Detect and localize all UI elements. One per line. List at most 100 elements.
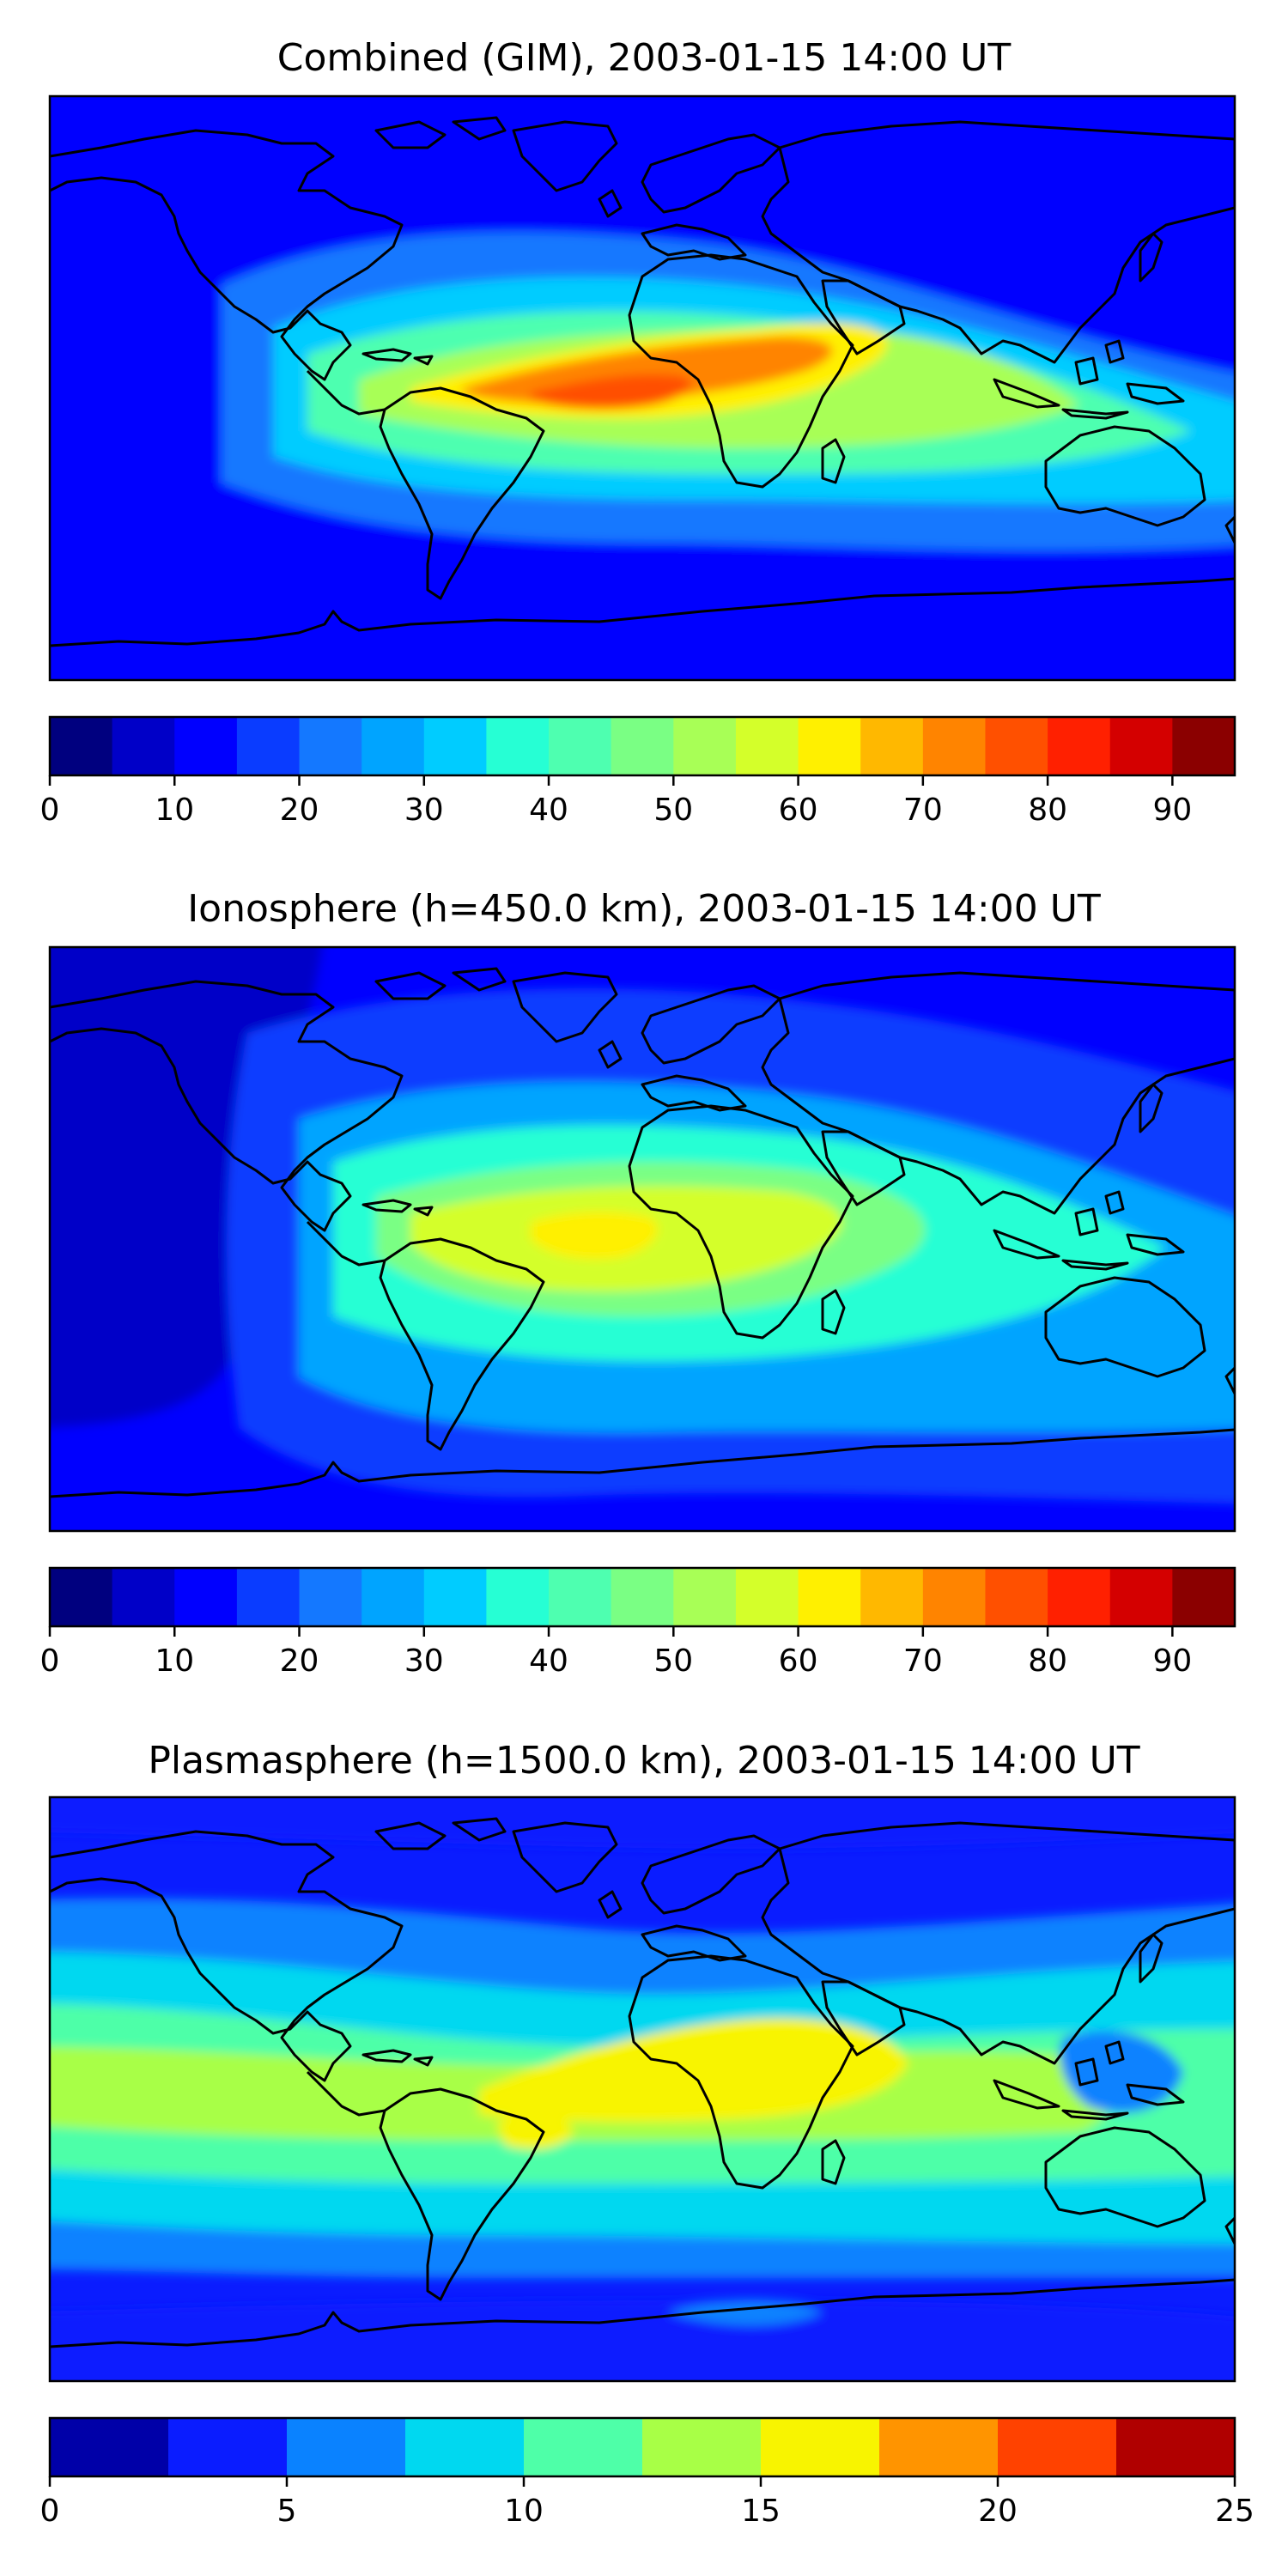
colorbar-tick-label: 50 bbox=[653, 1643, 693, 1679]
panel-3-region-1 bbox=[50, 1797, 1235, 1849]
colorbar-cell bbox=[423, 717, 488, 775]
colorbar-cell bbox=[1172, 717, 1236, 775]
panel-1-title: Combined (GIM), 2003-01-15 14:00 UT bbox=[277, 36, 1012, 80]
colorbar-cell bbox=[486, 717, 550, 775]
colorbar-cell bbox=[922, 1568, 987, 1626]
colorbar-tick-label: 0 bbox=[40, 1643, 60, 1679]
colorbar-cell bbox=[50, 2418, 169, 2476]
colorbar-tick-label: 10 bbox=[155, 793, 194, 828]
colorbar-cell bbox=[879, 2418, 999, 2476]
colorbar-cell bbox=[168, 2418, 288, 2476]
colorbar-cell bbox=[423, 1568, 488, 1626]
colorbar-tick-label: 90 bbox=[1152, 1643, 1192, 1679]
colorbar-tick-label: 0 bbox=[40, 2494, 60, 2529]
panel-3-colorbar: 0 5 10 15 20 25 bbox=[40, 2416, 1255, 2529]
colorbar-tick-label: 50 bbox=[653, 793, 693, 828]
colorbar-cell bbox=[985, 717, 1048, 775]
colorbar-cell bbox=[361, 1568, 425, 1626]
panel-1-map bbox=[48, 94, 1236, 682]
colorbar-cell bbox=[860, 717, 924, 775]
colorbar-tick-label: 15 bbox=[741, 2494, 781, 2529]
panel-3-region-1b bbox=[50, 2300, 1235, 2381]
panel-combined: Combined (GIM), 2003-01-15 14:00 UT bbox=[40, 36, 1236, 828]
colorbar-cell bbox=[985, 1568, 1048, 1626]
colorbar-cell bbox=[112, 717, 175, 775]
colorbar-cell bbox=[112, 1568, 175, 1626]
colorbar-tick-label: 40 bbox=[529, 1643, 568, 1679]
panel-1-colorbar: 0 10 20 30 40 50 60 70 80 90 bbox=[40, 715, 1236, 828]
panel-3-title: Plasmasphere (h=1500.0 km), 2003-01-15 1… bbox=[148, 1739, 1139, 1783]
colorbar-cell bbox=[1172, 1568, 1236, 1626]
panel-2-colorbar-frame bbox=[48, 1566, 1236, 1628]
colorbar-cell bbox=[50, 1568, 113, 1626]
colorbar-cell bbox=[236, 717, 301, 775]
colorbar-tick-label: 70 bbox=[903, 793, 943, 828]
colorbar-cell bbox=[611, 1568, 674, 1626]
colorbar-tick-label: 90 bbox=[1152, 793, 1192, 828]
colorbar-cell bbox=[174, 717, 238, 775]
panel-2-frame bbox=[48, 945, 1236, 1533]
panel-1-frame bbox=[48, 94, 1236, 682]
colorbar-tick-label: 30 bbox=[404, 1643, 444, 1679]
colorbar-tick-label: 20 bbox=[978, 2494, 1018, 2529]
panel-3-colorbar-frame bbox=[48, 2416, 1236, 2478]
colorbar-cell bbox=[998, 2418, 1117, 2476]
colorbar-cell bbox=[761, 2418, 880, 2476]
panel-3-region-2b bbox=[1060, 2031, 1183, 2113]
colorbar-cell bbox=[549, 1568, 612, 1626]
colorbar-tick-label: 10 bbox=[504, 2494, 544, 2529]
colorbar-tick-label: 60 bbox=[779, 1643, 818, 1679]
colorbar-cell bbox=[361, 717, 425, 775]
panel-2-map bbox=[48, 945, 1236, 1533]
panel-3-frame bbox=[48, 1795, 1236, 2383]
colorbar-cell bbox=[735, 717, 799, 775]
colorbar-cell bbox=[1048, 1568, 1111, 1626]
colorbar-tick-label: 80 bbox=[1028, 793, 1067, 828]
colorbar-tick-label: 25 bbox=[1215, 2494, 1255, 2529]
colorbar-tick-label: 20 bbox=[280, 793, 319, 828]
colorbar-tick-label: 80 bbox=[1028, 1643, 1067, 1679]
panel-1-region-8 bbox=[531, 374, 691, 410]
panel-3-region-6 bbox=[479, 2018, 908, 2123]
colorbar-tick-label: 40 bbox=[529, 793, 568, 828]
colorbar-cell bbox=[673, 1568, 737, 1626]
colorbar-tick-label: 0 bbox=[40, 793, 60, 828]
colorbar-tick-label: 70 bbox=[903, 1643, 943, 1679]
colorbar-cell bbox=[50, 717, 113, 775]
panel-ionosphere: Ionosphere (h=450.0 km), 2003-01-15 14:0… bbox=[40, 887, 1236, 1679]
panel-2-title: Ionosphere (h=450.0 km), 2003-01-15 14:0… bbox=[187, 887, 1101, 931]
panel-1-colorbar-frame bbox=[48, 715, 1236, 777]
panel-3-map bbox=[48, 1795, 1236, 2383]
panel-2-region-7 bbox=[531, 1212, 658, 1260]
colorbar-tick-label: 20 bbox=[280, 1643, 319, 1679]
colorbar-cell bbox=[1116, 2418, 1236, 2476]
colorbar-cell bbox=[549, 717, 612, 775]
panel-3-region-6b bbox=[496, 2112, 574, 2149]
colorbar-tick-label: 60 bbox=[779, 793, 818, 828]
colorbar-cell bbox=[524, 2418, 643, 2476]
panel-plasmasphere: Plasmasphere (h=1500.0 km), 2003-01-15 1… bbox=[40, 1739, 1255, 2529]
colorbar-cell bbox=[174, 1568, 238, 1626]
colorbar-cell bbox=[1109, 1568, 1173, 1626]
colorbar-cell bbox=[1109, 717, 1173, 775]
colorbar-tick-label: 10 bbox=[155, 1643, 194, 1679]
colorbar-cell bbox=[236, 1568, 301, 1626]
panel-2-colorbar: 0 10 20 30 40 50 60 70 80 90 bbox=[40, 1566, 1236, 1679]
colorbar-cell bbox=[486, 1568, 550, 1626]
colorbar-cell bbox=[798, 1568, 861, 1626]
colorbar-cell bbox=[798, 717, 861, 775]
colorbar-tick-label: 5 bbox=[277, 2494, 297, 2529]
colorbar-cell bbox=[1048, 717, 1111, 775]
colorbar-cell bbox=[287, 2418, 406, 2476]
colorbar-cell bbox=[642, 2418, 762, 2476]
colorbar-cell bbox=[405, 2418, 525, 2476]
colorbar-cell bbox=[673, 717, 737, 775]
colorbar-cell bbox=[299, 717, 362, 775]
colorbar-cell bbox=[611, 717, 674, 775]
colorbar-cell bbox=[735, 1568, 799, 1626]
colorbar-tick-label: 30 bbox=[404, 793, 444, 828]
colorbar-cell bbox=[922, 717, 987, 775]
colorbar-cell bbox=[299, 1568, 362, 1626]
colorbar-cell bbox=[860, 1568, 924, 1626]
